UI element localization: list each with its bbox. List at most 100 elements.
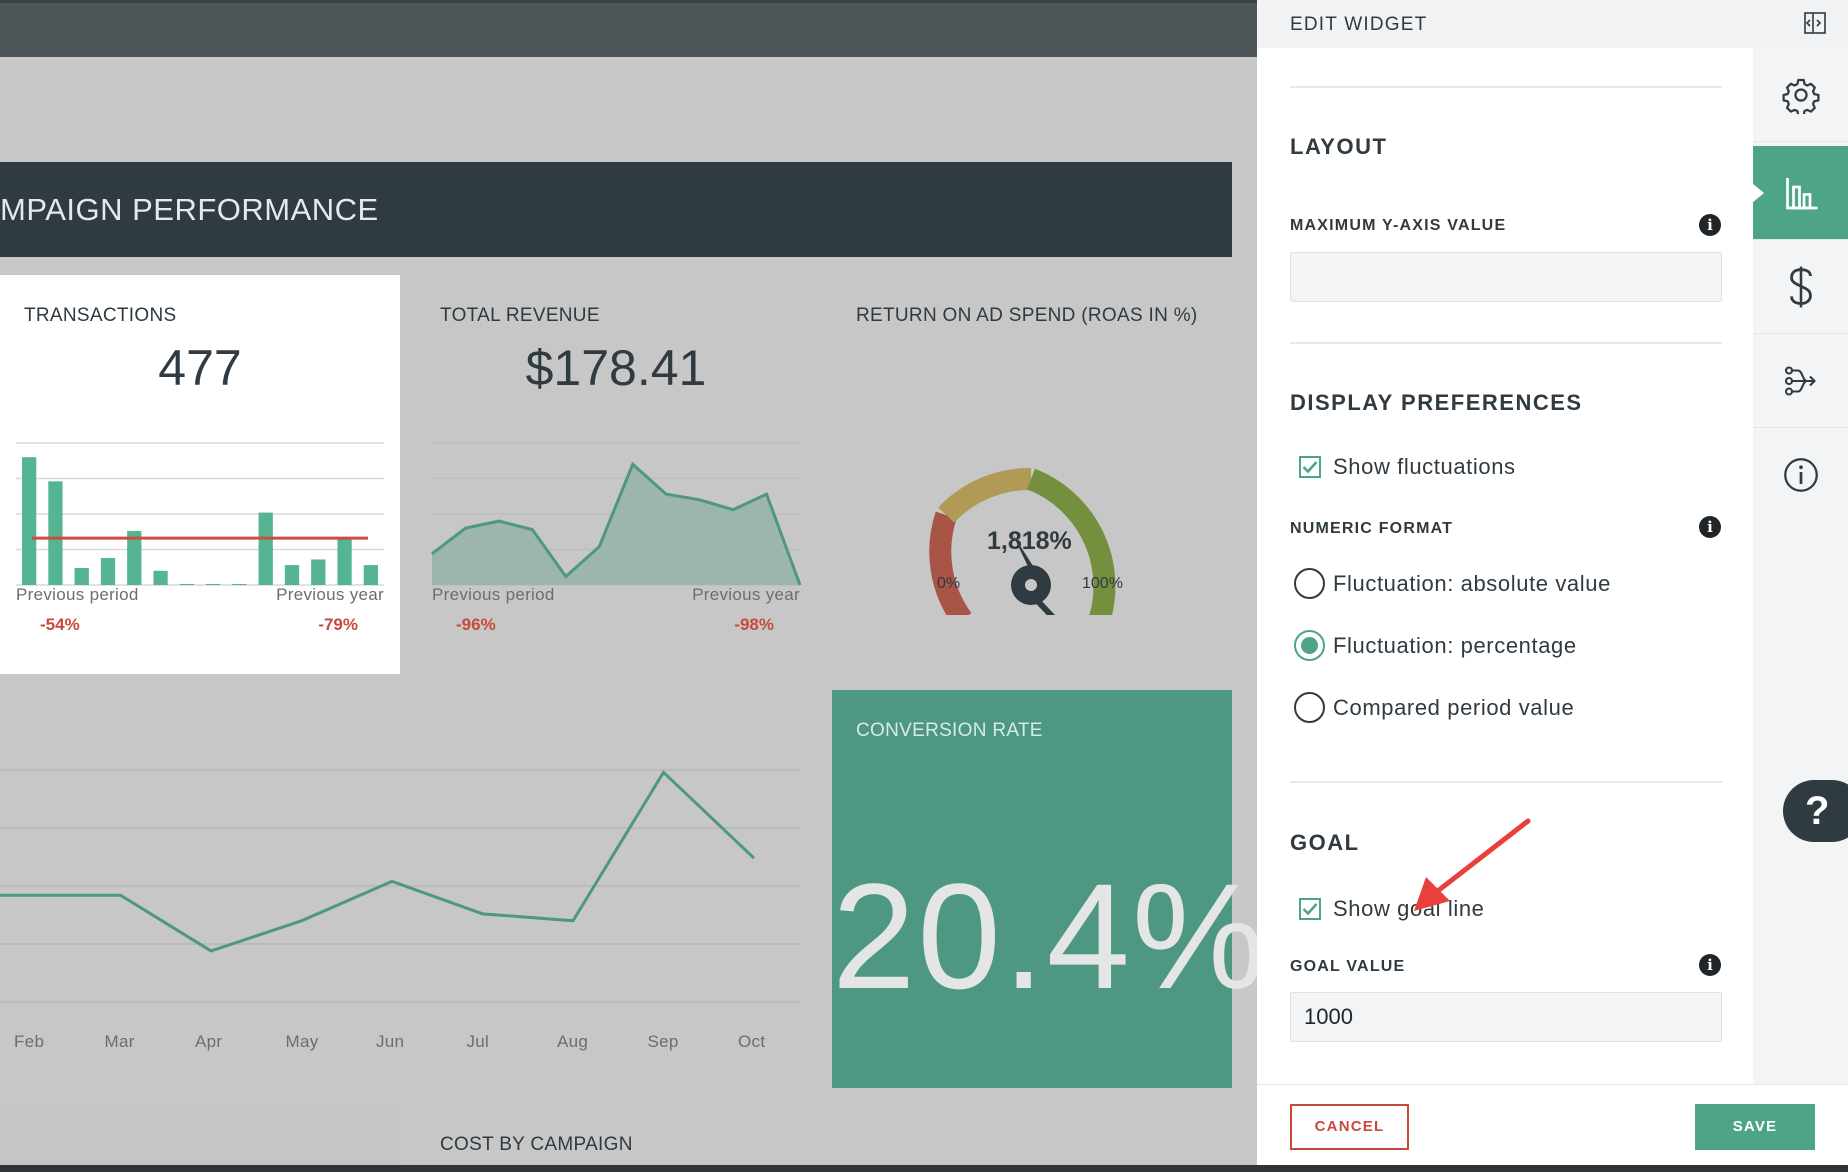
bar: [74, 567, 89, 585]
divider: [1290, 86, 1722, 88]
roas-widget[interactable]: RETURN ON AD SPEND (ROAS IN %) 1,818% 0%…: [832, 275, 1232, 674]
save-button[interactable]: SAVE: [1695, 1104, 1815, 1150]
annotation-arrow: [1414, 818, 1531, 911]
divider: [1290, 342, 1722, 344]
info-icon[interactable]: i: [1699, 954, 1721, 976]
window-bottom-edge: [0, 1165, 1848, 1172]
layout-heading: LAYOUT: [1290, 134, 1388, 159]
conversion-widget[interactable]: CONVERSION RATE 20.4%: [832, 690, 1268, 1088]
dollar-icon: [1789, 266, 1812, 307]
checkbox-box[interactable]: [1299, 456, 1321, 478]
show-goal-line-checkbox[interactable]: Show goal line: [1299, 896, 1485, 922]
widget-title: CONVERSION RATE: [856, 720, 1043, 741]
prev-period-value: -96%: [456, 615, 496, 634]
radio-dot: [1301, 637, 1318, 654]
display-preferences-heading: DISPLAY PREFERENCES: [1290, 390, 1583, 415]
widget-title: TOTAL REVENUE: [440, 305, 600, 326]
gauge-yellow-segment: [938, 467, 1032, 523]
bar: [311, 559, 326, 585]
panel-form: LAYOUT MAXIMUM Y-AXIS VALUE i DISPLAY PR…: [1257, 48, 1753, 1084]
radio-percentage[interactable]: Fluctuation: percentage: [1294, 630, 1577, 661]
radio-button[interactable]: [1294, 692, 1325, 723]
prev-year-value: -79%: [318, 615, 358, 634]
roas-value: 1,818%: [987, 527, 1072, 555]
radio-label: Fluctuation: absolute value: [1333, 570, 1611, 596]
x-axis-label: Oct: [738, 1032, 766, 1051]
x-axis-label: May: [285, 1032, 319, 1051]
checkbox-label: Show fluctuations: [1333, 454, 1516, 479]
prev-period-label: Previous period: [16, 585, 139, 604]
gauge-needle: [1028, 591, 1055, 615]
trend-line-chart: [0, 769, 800, 1003]
gauge-max-label: 100%: [1082, 575, 1123, 592]
x-axis-label: Jul: [466, 1032, 490, 1051]
section-header: MPAIGN PERFORMANCE: [0, 162, 1232, 257]
max-y-input[interactable]: [1290, 252, 1722, 302]
panel-header: EDIT WIDGET: [1257, 0, 1848, 48]
bar: [363, 565, 378, 585]
trend-line: [0, 769, 756, 953]
cancel-button[interactable]: CANCEL: [1290, 1104, 1409, 1150]
cost-by-campaign-widget[interactable]: COST BY CAMPAIGN: [416, 1104, 1232, 1165]
radio-label: Compared period value: [1333, 694, 1575, 720]
info-icon[interactable]: i: [1699, 214, 1721, 236]
gauge-min-label: 0%: [937, 575, 961, 592]
bar-chart-icon: [1785, 177, 1817, 209]
help-button[interactable]: ?: [1783, 780, 1848, 842]
trend-widget[interactable]: [0, 690, 816, 1088]
radio-absolute-value[interactable]: Fluctuation: absolute value: [1294, 568, 1611, 599]
bar: [22, 457, 37, 585]
info-tab[interactable]: [1753, 428, 1848, 522]
gauge-hub-center: [1025, 579, 1037, 591]
prev-year-label: Previous year: [692, 585, 800, 604]
goal-heading: GOAL: [1290, 830, 1360, 855]
widget-title: TRANSACTIONS: [24, 305, 177, 326]
info-circle-icon: [1783, 458, 1818, 492]
bar: [127, 531, 142, 585]
collapse-panel-icon[interactable]: [1804, 12, 1826, 34]
x-axis-label: Mar: [104, 1032, 135, 1051]
checkbox-label: Show goal line: [1333, 896, 1485, 921]
bar: [48, 481, 63, 585]
bottom-left-widget[interactable]: [0, 1104, 400, 1165]
gear-icon: [1781, 78, 1820, 114]
radio-button[interactable]: [1294, 568, 1325, 599]
widget-title: COST BY CAMPAIGN: [440, 1134, 633, 1155]
prev-period-label: Previous period: [432, 585, 555, 604]
currency-tab[interactable]: [1753, 240, 1848, 334]
bar: [206, 584, 221, 585]
x-axis-label: Feb: [14, 1032, 45, 1051]
show-fluctuations-checkbox[interactable]: Show fluctuations: [1299, 454, 1516, 480]
transactions-widget[interactable]: TRANSACTIONS 477 Previous period -54% Pr…: [0, 275, 400, 674]
section-title: MPAIGN PERFORMANCE: [0, 192, 379, 227]
widget-value: 477: [158, 340, 242, 396]
radio-button-selected[interactable]: [1294, 630, 1325, 661]
radio-label: Fluctuation: percentage: [1333, 632, 1577, 658]
bar: [284, 565, 300, 585]
numeric-format-label: NUMERIC FORMAT: [1290, 520, 1454, 537]
divider: [1290, 781, 1722, 783]
widget-value: 20.4%: [832, 852, 1268, 1020]
layout-tab[interactable]: [1752, 146, 1848, 240]
checkbox-box[interactable]: [1299, 898, 1321, 920]
x-axis-label: Jun: [376, 1032, 405, 1051]
panel-icon-rail: [1752, 48, 1848, 1084]
revenue-widget[interactable]: TOTAL REVENUE $178.41 Previous period -9…: [416, 275, 816, 674]
goal-value-input[interactable]: 1000: [1290, 992, 1722, 1042]
data-source-tab[interactable]: [1753, 334, 1848, 428]
edit-widget-panel: EDIT WIDGET LAYOUT MAXIMUM Y-AXIS VALUE …: [1257, 0, 1848, 1172]
radio-compared-period[interactable]: Compared period value: [1294, 692, 1574, 723]
transactions-bar-chart: [16, 442, 384, 586]
settings-tab[interactable]: [1753, 48, 1848, 142]
area-line: [431, 461, 802, 586]
goal-value-label: GOAL VALUE: [1290, 958, 1406, 975]
x-axis-label: Apr: [195, 1032, 223, 1051]
prev-year-label: Previous year: [276, 585, 384, 604]
bar: [258, 512, 273, 585]
checkmark-icon: [1302, 461, 1318, 474]
info-icon[interactable]: i: [1699, 516, 1721, 538]
bar: [179, 584, 194, 585]
gauge-red-segment: [929, 511, 972, 615]
x-axis-label: Sep: [647, 1032, 679, 1051]
gauge-green-segment: [1026, 468, 1116, 615]
